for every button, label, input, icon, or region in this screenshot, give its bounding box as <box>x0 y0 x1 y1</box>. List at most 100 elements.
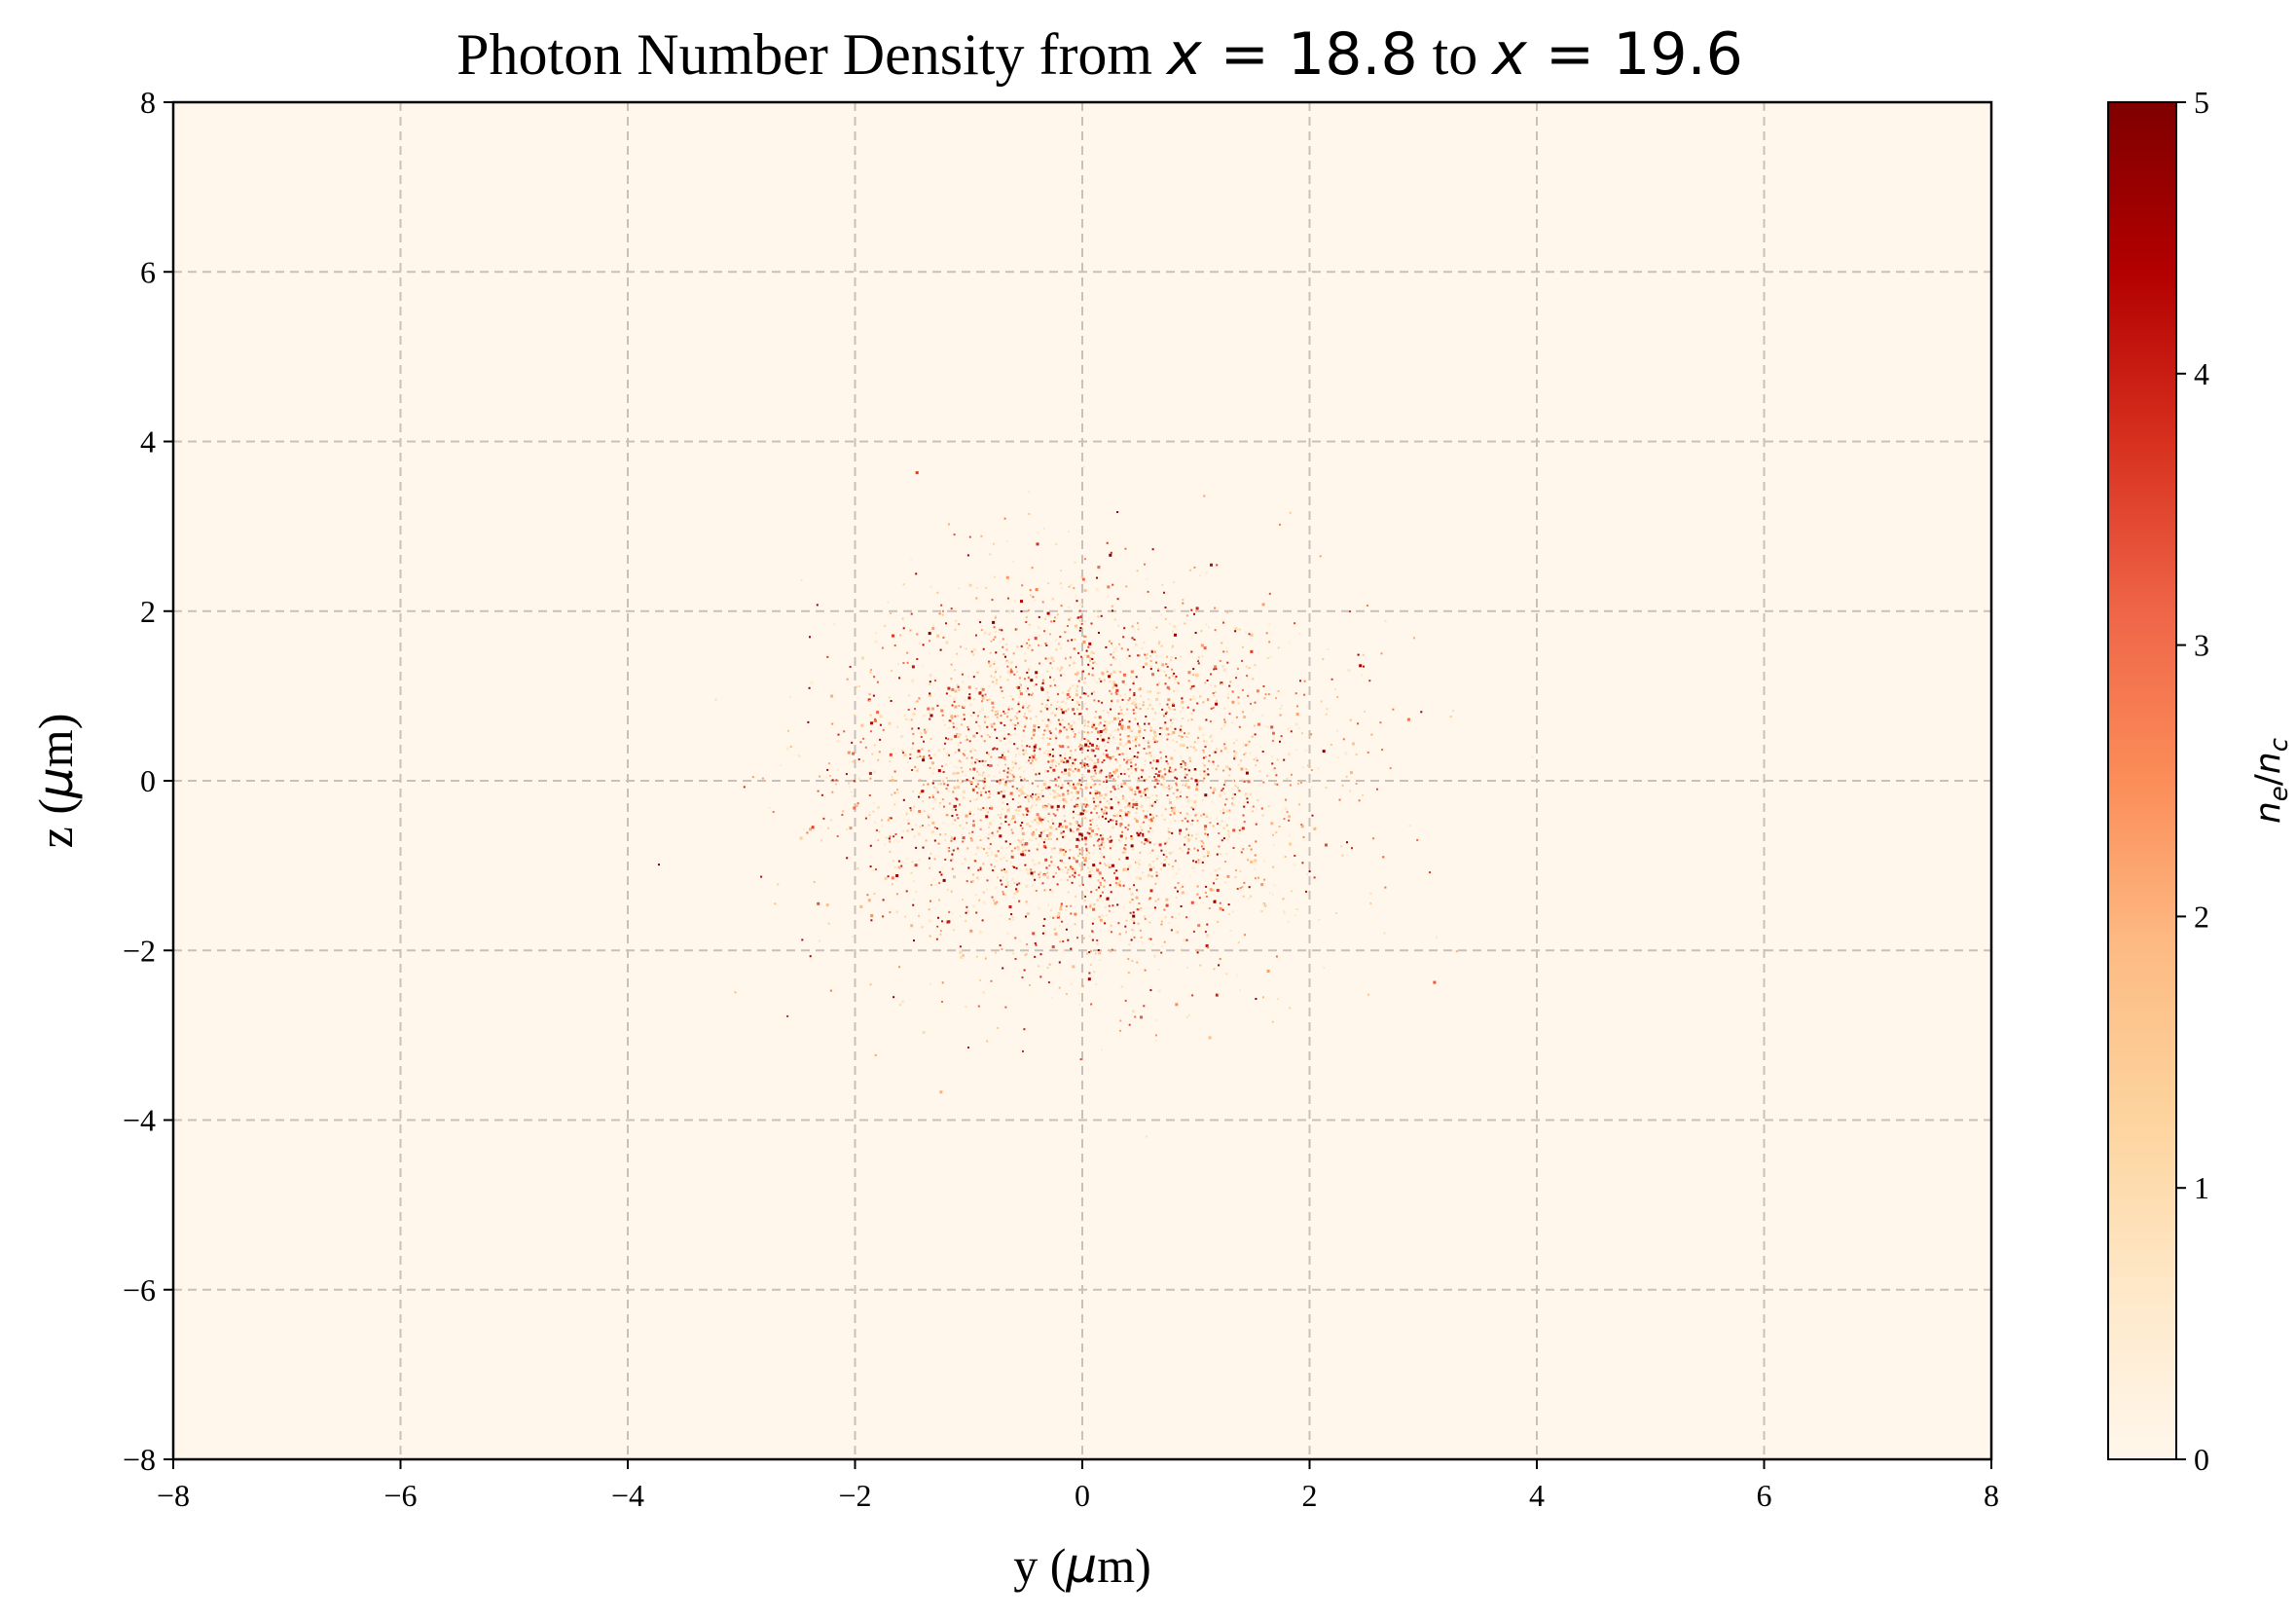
density-point <box>1016 787 1019 790</box>
density-point <box>1034 955 1037 958</box>
density-point <box>1046 828 1049 831</box>
density-point <box>1119 706 1121 709</box>
density-point <box>1213 968 1216 971</box>
density-point <box>1074 787 1077 790</box>
density-point <box>829 775 831 777</box>
density-point <box>922 846 925 849</box>
density-point <box>1141 776 1144 779</box>
density-point <box>1199 859 1202 862</box>
density-point <box>1056 792 1059 795</box>
density-point <box>1124 999 1127 1002</box>
density-point <box>1187 732 1190 735</box>
density-point <box>1130 844 1134 848</box>
density-point <box>1119 815 1121 817</box>
density-point <box>1080 655 1082 658</box>
x-axis-label: y (μm) <box>1013 1537 1151 1594</box>
density-point <box>1079 677 1082 680</box>
density-point <box>979 866 982 869</box>
density-point <box>1046 871 1049 874</box>
density-point <box>1125 869 1128 872</box>
density-point <box>1091 759 1094 762</box>
density-point <box>1120 753 1123 755</box>
density-point <box>1212 760 1215 763</box>
density-point <box>1092 775 1095 778</box>
density-point <box>960 955 964 959</box>
density-point <box>979 978 982 981</box>
density-point <box>751 776 754 779</box>
density-point <box>917 727 920 730</box>
density-point <box>1046 691 1049 694</box>
density-point <box>1035 758 1038 761</box>
density-point <box>1075 600 1078 603</box>
density-point <box>1159 669 1162 672</box>
density-point <box>1015 866 1018 869</box>
density-point <box>1179 729 1183 733</box>
density-point <box>1010 913 1013 916</box>
density-point <box>978 710 982 714</box>
density-point <box>985 888 988 891</box>
density-point <box>1294 749 1297 752</box>
density-point <box>1083 635 1086 638</box>
density-point <box>1288 815 1292 819</box>
density-point <box>905 812 909 816</box>
density-point <box>1223 718 1225 721</box>
density-point <box>966 725 969 728</box>
density-point <box>1181 891 1184 895</box>
density-point <box>1204 793 1208 797</box>
density-point <box>1202 701 1205 704</box>
density-point <box>1195 813 1198 816</box>
density-point <box>1152 629 1155 632</box>
density-point <box>921 790 925 793</box>
density-point <box>1167 706 1170 709</box>
density-point <box>1062 830 1065 833</box>
density-point <box>1275 831 1278 833</box>
density-point <box>1056 883 1059 886</box>
density-point <box>1137 724 1140 727</box>
density-point <box>1120 720 1123 723</box>
density-point <box>910 718 913 721</box>
density-point <box>1144 563 1146 566</box>
density-point <box>1069 616 1072 619</box>
density-point <box>1349 790 1351 792</box>
density-point <box>965 1006 967 1008</box>
density-point <box>1072 730 1075 733</box>
density-point <box>1049 909 1052 912</box>
density-point <box>1028 623 1031 626</box>
density-point <box>1275 697 1277 700</box>
density-point <box>1095 983 1098 985</box>
density-point <box>1248 844 1251 847</box>
density-point <box>985 586 988 589</box>
density-point <box>1174 750 1177 752</box>
density-point <box>1010 850 1013 853</box>
density-point <box>1025 621 1028 623</box>
density-point <box>1219 793 1222 797</box>
density-point <box>1072 684 1074 687</box>
density-point <box>872 694 875 697</box>
density-point <box>1060 605 1063 607</box>
density-point <box>929 766 931 769</box>
density-point <box>1142 791 1146 794</box>
density-point <box>1110 663 1112 666</box>
density-point <box>1155 767 1158 770</box>
density-point <box>1231 910 1234 913</box>
density-point <box>1148 938 1150 940</box>
density-point <box>1108 640 1111 643</box>
density-point <box>1050 764 1054 768</box>
density-point <box>1121 698 1124 701</box>
density-point <box>1053 795 1057 799</box>
density-point <box>965 814 968 818</box>
density-point <box>1213 694 1216 697</box>
density-point <box>1260 883 1264 887</box>
density-point <box>1149 818 1153 822</box>
density-point <box>899 634 902 637</box>
density-point <box>1070 912 1073 915</box>
density-point <box>1531 755 1534 758</box>
density-point <box>1021 744 1024 747</box>
density-point <box>959 945 962 948</box>
density-point <box>1247 694 1250 697</box>
density-point <box>1349 718 1352 721</box>
density-point <box>1002 794 1005 798</box>
density-point <box>1056 804 1060 808</box>
density-point <box>1124 811 1127 814</box>
